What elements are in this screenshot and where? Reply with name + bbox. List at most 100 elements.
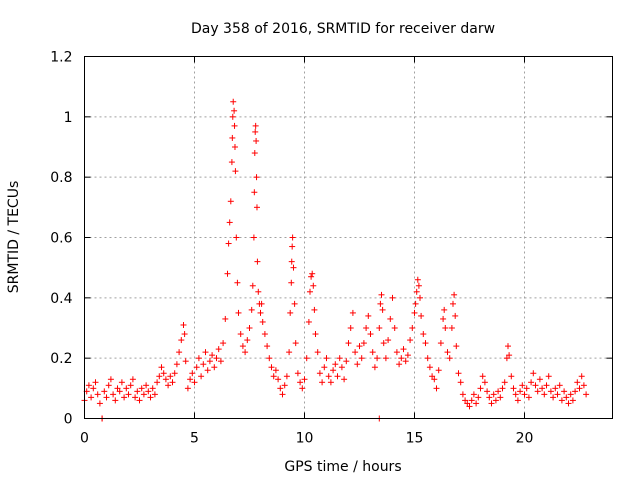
data-point: [191, 379, 198, 386]
data-point: [231, 144, 238, 150]
data-point: [187, 376, 194, 383]
data-point: [459, 391, 466, 398]
data-point: [158, 364, 165, 371]
data-point: [510, 385, 517, 392]
data-point: [202, 349, 209, 356]
data-point: [309, 270, 316, 277]
y-tick-label: 0.8: [50, 170, 72, 186]
data-point: [288, 279, 295, 286]
data-point: [136, 397, 143, 404]
data-point: [118, 379, 125, 386]
data-point: [140, 391, 147, 398]
data-point: [121, 394, 128, 401]
data-point: [270, 373, 277, 380]
data-point: [407, 337, 414, 344]
data-point: [307, 288, 313, 295]
data-point: [508, 373, 515, 380]
data-point: [316, 370, 323, 377]
data-point: [415, 282, 422, 289]
data-point: [299, 385, 306, 392]
data-point: [310, 282, 317, 289]
data-point: [536, 376, 543, 383]
y-axis-label: SRMTID / TECUs: [6, 181, 22, 294]
data-point: [225, 240, 232, 247]
data-point: [169, 379, 176, 386]
data-point: [198, 373, 205, 380]
data-point: [414, 276, 421, 283]
data-point: [211, 364, 218, 371]
data-point: [114, 385, 121, 392]
data-point: [334, 373, 341, 380]
data-point: [505, 343, 511, 350]
data-point: [195, 355, 202, 362]
data-point: [134, 388, 141, 395]
data-point: [514, 397, 521, 404]
data-point: [345, 340, 352, 347]
data-point: [258, 300, 265, 307]
data-point: [286, 349, 293, 356]
data-point: [252, 128, 259, 135]
data-point: [209, 352, 216, 359]
data-point: [539, 385, 546, 392]
data-point: [389, 294, 396, 301]
data-point: [376, 325, 383, 331]
data-point: [371, 364, 378, 371]
data-point: [519, 382, 526, 389]
data-point: [457, 379, 464, 386]
data-point: [252, 122, 259, 129]
data-point: [246, 325, 253, 331]
data-point: [272, 367, 279, 374]
data-point: [412, 300, 419, 307]
data-point: [132, 394, 139, 401]
data-point: [417, 294, 423, 301]
data-point: [237, 331, 244, 338]
data-point: [242, 349, 249, 356]
data-point: [378, 291, 385, 298]
data-point: [303, 355, 310, 362]
data-point: [393, 349, 400, 356]
data-point: [479, 373, 486, 380]
data-point: [193, 364, 200, 371]
data-point: [492, 397, 499, 404]
data-point: [250, 234, 257, 241]
data-point: [486, 394, 493, 401]
data-point: [450, 300, 456, 307]
data-point: [558, 397, 565, 404]
data-point: [521, 391, 528, 398]
data-point: [92, 379, 99, 386]
data-point: [343, 358, 350, 365]
data-point: [354, 361, 361, 368]
data-point: [369, 349, 376, 356]
data-point: [411, 309, 418, 316]
data-point: [123, 385, 130, 392]
data-point: [583, 391, 590, 398]
data-point: [127, 382, 134, 389]
data-point: [349, 309, 356, 316]
data-point: [497, 394, 504, 401]
data-point: [234, 279, 241, 286]
data-point: [365, 312, 372, 319]
data-point: [116, 388, 123, 395]
data-point: [181, 331, 188, 338]
data-point: [291, 300, 298, 307]
data-point: [231, 122, 238, 129]
chart-title: Day 358 of 2016, SRMTID for receiver dar…: [191, 21, 495, 37]
data-point: [444, 349, 451, 356]
data-point: [462, 397, 469, 404]
data-point: [229, 113, 236, 120]
data-point: [550, 394, 557, 401]
data-point: [543, 382, 550, 389]
y-tick-label: 1.2: [50, 50, 72, 66]
data-point: [215, 346, 222, 353]
data-point: [206, 358, 213, 365]
data-point: [248, 306, 255, 313]
data-point: [287, 309, 294, 316]
data-point: [249, 282, 256, 289]
data-point: [173, 361, 180, 368]
data-point: [552, 385, 559, 392]
data-point: [380, 340, 387, 347]
data-point: [409, 325, 416, 331]
data-point: [464, 400, 471, 407]
data-point: [495, 388, 502, 395]
data-point: [422, 340, 429, 347]
